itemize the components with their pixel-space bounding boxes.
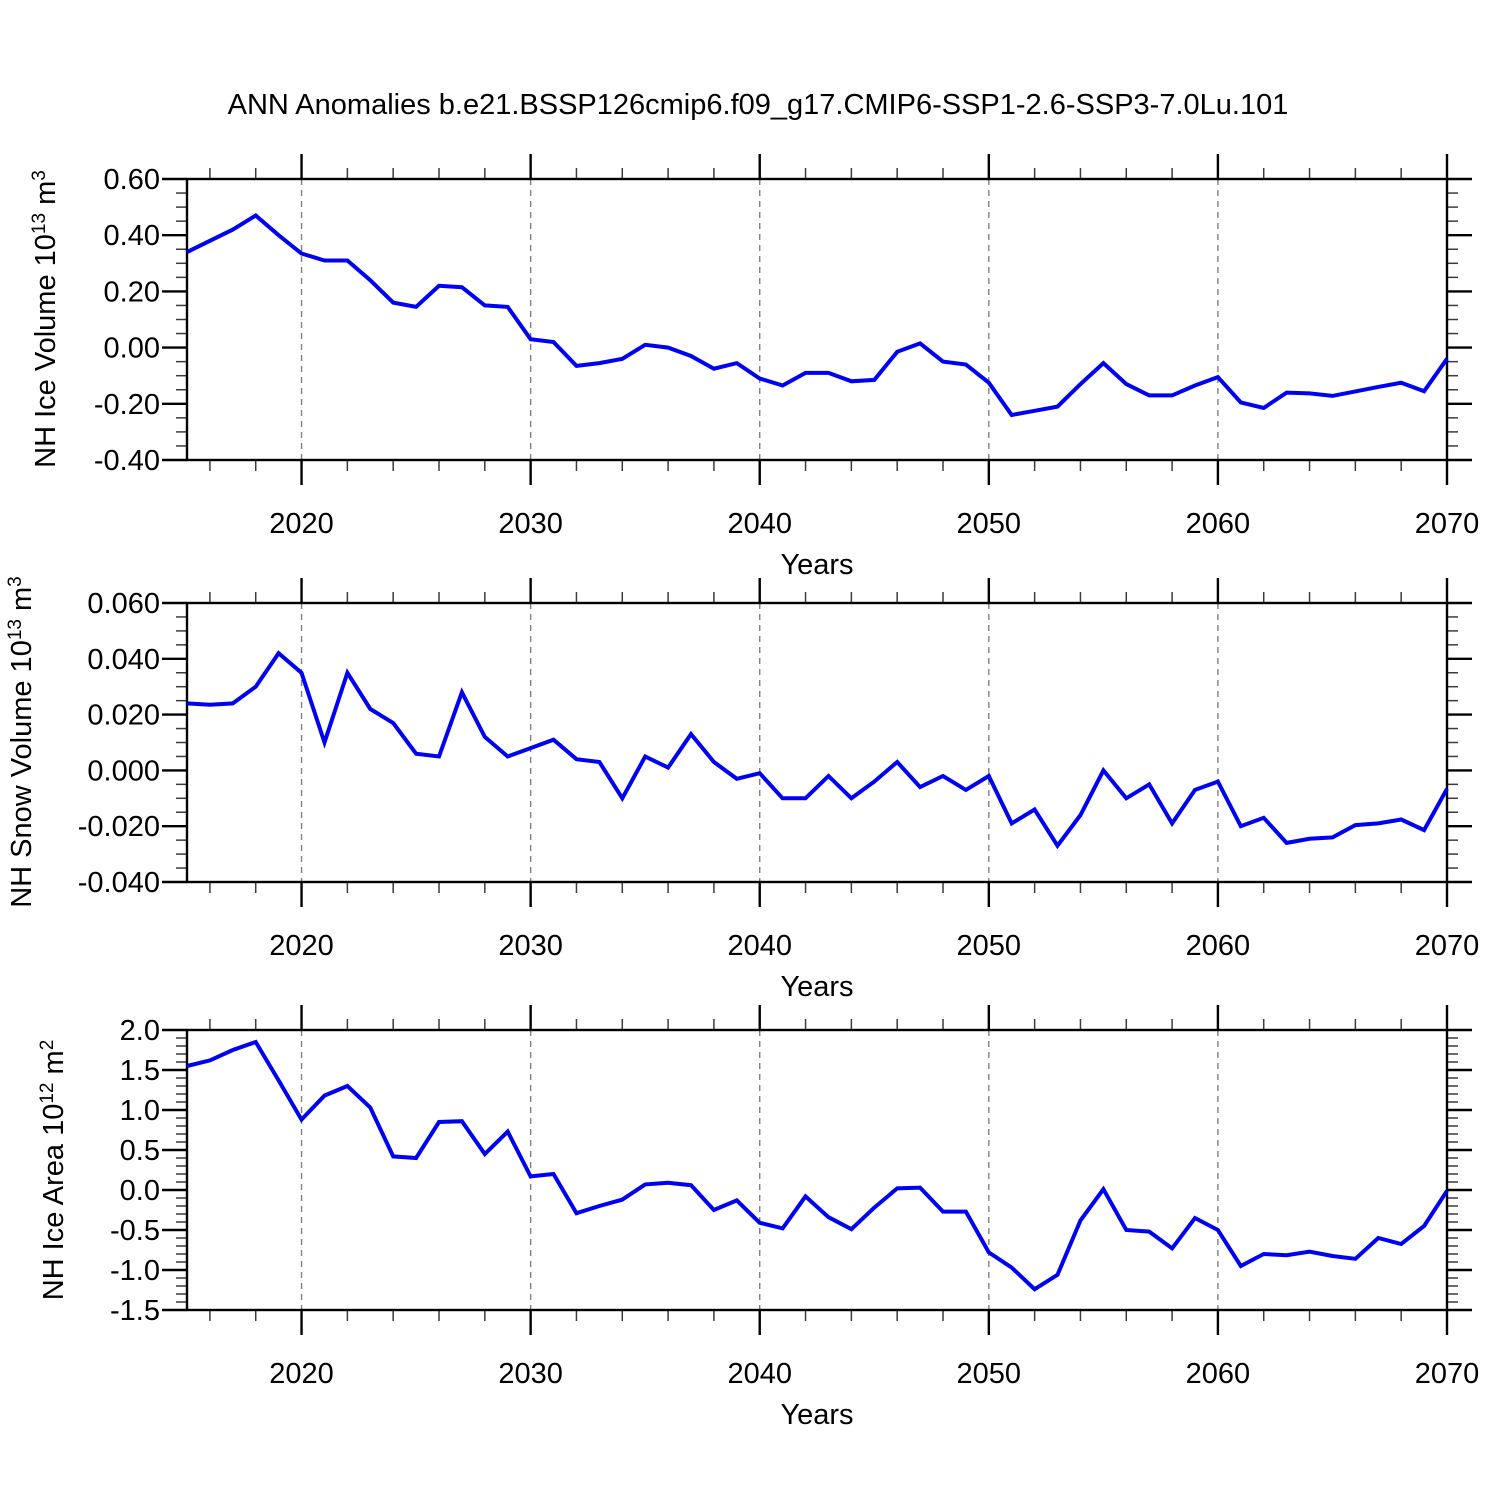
x-tick-label: 2070 — [1415, 1358, 1480, 1390]
y-tick-label: -0.040 — [78, 867, 160, 899]
x-axis-title: Years — [780, 1399, 854, 1431]
x-tick-label: 2040 — [727, 508, 792, 540]
y-tick-label: -0.40 — [94, 445, 160, 477]
y-tick-label: -1.0 — [110, 1255, 160, 1287]
x-tick-label: 2050 — [957, 508, 1022, 540]
y-tick-label: 0.000 — [87, 755, 160, 787]
y-tick-label: -1.5 — [110, 1295, 160, 1327]
plot-frame — [185, 177, 1449, 462]
x-tick-label: 2020 — [269, 508, 334, 540]
x-tick-label: 2030 — [498, 930, 563, 962]
x-tick-label: 2060 — [1186, 1358, 1251, 1390]
data-line — [186, 650, 1449, 850]
y-tick-label: 0.0 — [120, 1175, 160, 1207]
y-tick-label: 2.0 — [120, 1015, 160, 1047]
y-tick-label: 1.0 — [120, 1095, 160, 1127]
y-tick-label: 0.40 — [104, 220, 160, 252]
x-tick-label: 2070 — [1415, 508, 1480, 540]
y-tick-label: 0.040 — [87, 644, 160, 676]
x-tick-label: 2030 — [498, 508, 563, 540]
x-tick-label: 2020 — [269, 930, 334, 962]
x-tick-label: 2020 — [269, 1358, 334, 1390]
x-tick-label: 2050 — [957, 1358, 1022, 1390]
x-tick-label: 2060 — [1186, 930, 1251, 962]
x-tick-label: 2040 — [727, 1358, 792, 1390]
x-tick-label: 2050 — [957, 930, 1022, 962]
y-tick-label: 0.20 — [104, 276, 160, 308]
x-tick-label: 2070 — [1415, 930, 1480, 962]
data-line — [186, 213, 1449, 418]
y-tick-label: 0.60 — [104, 164, 160, 196]
y-tick-label: 0.00 — [104, 333, 160, 365]
data-line — [186, 1039, 1449, 1292]
y-tick-label: -0.20 — [94, 389, 160, 421]
x-axis-title: Years — [780, 971, 854, 1003]
chart-title: ANN Anomalies b.e21.BSSP126cmip6.f09_g17… — [227, 89, 1289, 121]
x-axis-title: Years — [780, 549, 854, 581]
x-tick-label: 2030 — [498, 1358, 563, 1390]
x-tick-label: 2060 — [1186, 508, 1251, 540]
plot-frame — [185, 601, 1449, 884]
x-tick-label: 2040 — [727, 930, 792, 962]
y-tick-label: 1.5 — [120, 1055, 160, 1087]
y-tick-label: -0.020 — [78, 811, 160, 843]
y-tick-label: -0.5 — [110, 1215, 160, 1247]
plot-frame — [185, 1028, 1449, 1312]
y-tick-label: 0.060 — [87, 588, 160, 620]
y-tick-label: 0.5 — [120, 1135, 160, 1167]
y-tick-label: 0.020 — [87, 700, 160, 732]
